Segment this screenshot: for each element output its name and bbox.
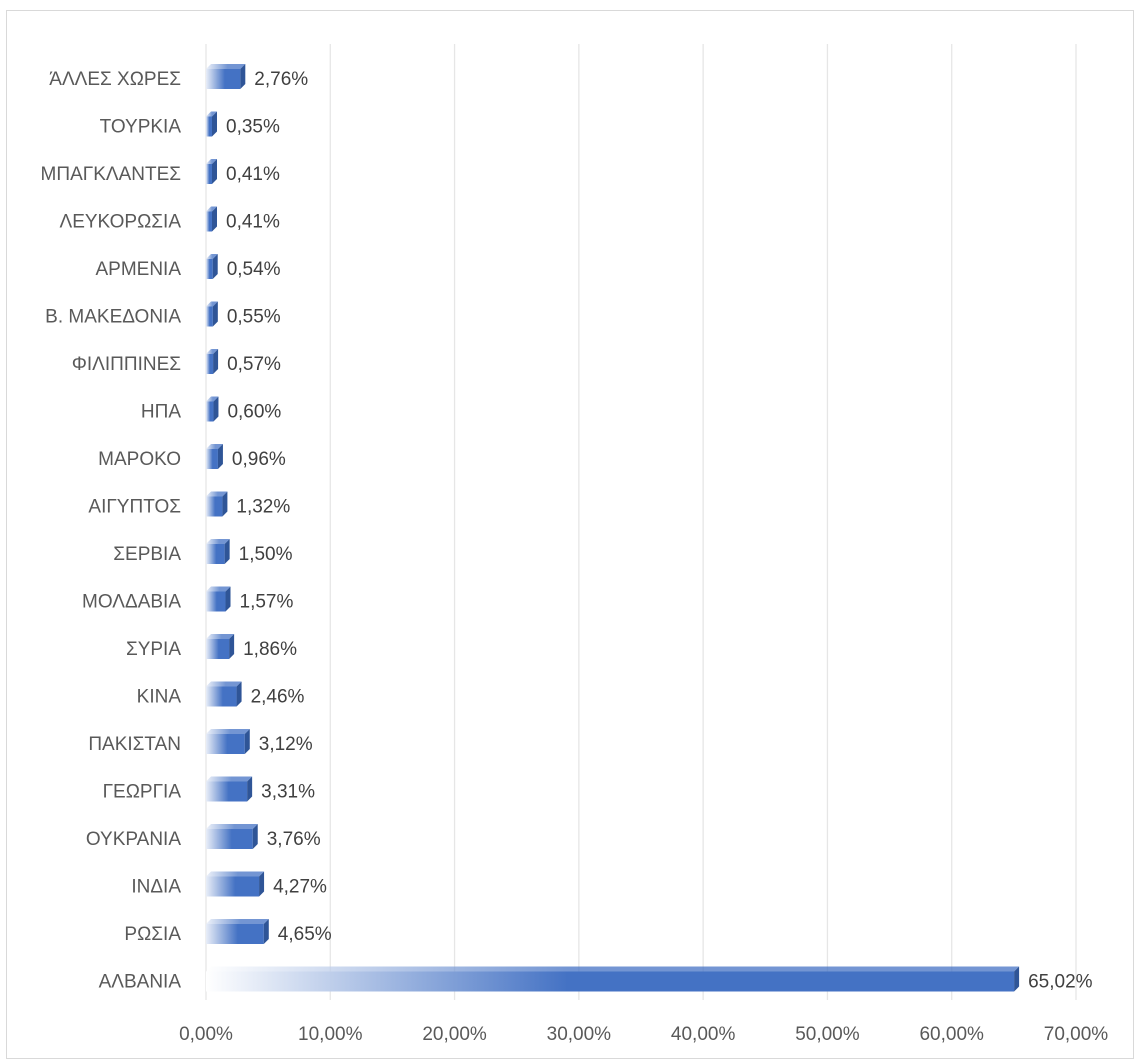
bar xyxy=(206,206,217,232)
value-label: 0,41% xyxy=(226,212,280,233)
value-label: 1,50% xyxy=(239,544,293,565)
bar xyxy=(206,491,228,517)
bar xyxy=(206,871,265,897)
bar xyxy=(206,634,235,659)
category-label: ΣΕΡΒΙΑ xyxy=(113,544,181,565)
x-tick-label: 30,00% xyxy=(547,1024,612,1045)
bar xyxy=(206,349,219,374)
bar xyxy=(206,254,218,279)
value-label: 3,31% xyxy=(261,782,315,803)
x-tick-label: 70,00% xyxy=(1044,1024,1109,1045)
value-label: 0,57% xyxy=(227,354,281,375)
bar xyxy=(206,966,1020,992)
x-tick-label: 50,00% xyxy=(795,1024,860,1045)
category-label: ΑΡΜΕΝΙΑ xyxy=(95,259,181,280)
category-label: ΣΥΡΙΑ xyxy=(126,639,181,660)
bar xyxy=(206,586,231,612)
bar xyxy=(206,729,250,754)
category-label: ΜΟΛΔΑΒΙΑ xyxy=(82,592,181,613)
value-label: 4,27% xyxy=(273,877,327,898)
category-label: ΙΝΔΙΑ xyxy=(131,877,181,898)
value-label: 1,32% xyxy=(236,497,290,518)
category-label: ΜΠΑΓΚΛΑΝΤΕΣ xyxy=(41,164,181,185)
category-label: ΜΑΡΟΚΟ xyxy=(98,449,181,470)
x-tick-label: 20,00% xyxy=(422,1024,487,1045)
value-label: 65,02% xyxy=(1028,972,1093,993)
x-tick-label: 10,00% xyxy=(298,1024,363,1045)
bar xyxy=(206,159,217,184)
x-tick-label: 60,00% xyxy=(919,1024,984,1045)
category-label: ΓΕΩΡΓΙΑ xyxy=(103,782,182,803)
category-label: ΑΙΓΥΠΤΟΣ xyxy=(88,497,181,518)
category-label: ΦΙΛΙΠΠΙΝΕΣ xyxy=(72,354,181,375)
category-label: ΚΙΝΑ xyxy=(137,687,182,708)
bar xyxy=(206,824,258,849)
bar xyxy=(206,776,253,802)
bar xyxy=(206,301,218,327)
value-label: 1,86% xyxy=(243,639,297,660)
bar xyxy=(206,396,219,422)
x-tick-label: 0,00% xyxy=(179,1024,233,1045)
bar xyxy=(206,919,269,944)
bar xyxy=(206,444,223,469)
bar xyxy=(206,111,217,137)
category-label: ΠΑΚΙΣΤΑΝ xyxy=(88,734,181,755)
value-label: 0,41% xyxy=(226,164,280,185)
value-label: 4,65% xyxy=(278,924,332,945)
value-label: 0,54% xyxy=(227,259,281,280)
category-label: Β. ΜΑΚΕΔΟΝΙΑ xyxy=(45,307,181,328)
bar xyxy=(206,539,230,564)
value-label: 2,76% xyxy=(254,69,308,90)
category-label: ΟΥΚΡΑΝΙΑ xyxy=(86,829,181,850)
value-label: 0,60% xyxy=(227,402,281,423)
value-label: 2,46% xyxy=(251,687,305,708)
category-label: ΆΛΛΕΣ ΧΩΡΕΣ xyxy=(49,69,181,90)
value-label: 0,96% xyxy=(232,449,286,470)
x-tick-label: 40,00% xyxy=(671,1024,736,1045)
category-label: ΤΟΥΡΚΙΑ xyxy=(100,117,182,138)
chart-frame xyxy=(6,10,1134,1059)
value-label: 3,76% xyxy=(267,829,321,850)
value-label: 0,35% xyxy=(226,117,280,138)
bar xyxy=(206,681,242,707)
value-label: 0,55% xyxy=(227,307,281,328)
value-label: 3,12% xyxy=(259,734,313,755)
category-label: ΑΛΒΑΝΙΑ xyxy=(99,972,182,993)
value-label: 1,57% xyxy=(240,592,294,613)
category-label: ΛΕΥΚΟΡΩΣΙΑ xyxy=(60,212,182,233)
category-label: ΗΠΑ xyxy=(141,402,181,423)
category-label: ΡΩΣΙΑ xyxy=(124,924,181,945)
bar xyxy=(206,64,246,89)
